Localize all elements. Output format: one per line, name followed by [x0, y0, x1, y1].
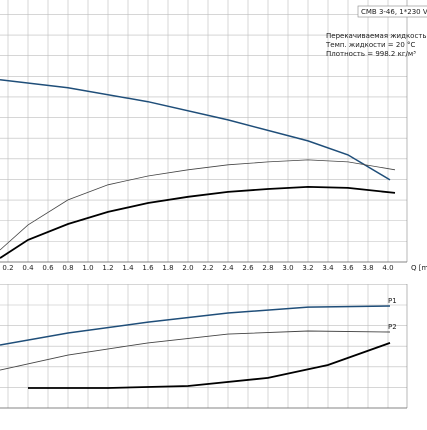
curve — [0, 79, 391, 181]
x-tick-label: 1.6 — [142, 264, 154, 272]
annotation: Плотность = 998.2 кг/м³ — [326, 50, 416, 58]
x-tick-label: 3.2 — [302, 264, 313, 272]
x-tick-label: 3.0 — [282, 264, 293, 272]
x-tick-label: 3.4 — [322, 264, 334, 272]
x-tick-label: 2.6 — [242, 264, 254, 272]
x-tick-label: 3.8 — [362, 264, 373, 272]
x-tick-label: 0.8 — [62, 264, 73, 272]
x-tick-label: 4.0 — [382, 264, 393, 272]
series-label: P1 — [388, 297, 397, 305]
annotation: Темп. жидкости = 20 °C — [325, 41, 416, 49]
x-tick-label: 0.6 — [42, 264, 54, 272]
x-tick-label: 1.0 — [82, 264, 93, 272]
x-tick-label: 2.4 — [222, 264, 234, 272]
annotation: Перекачиваемая жидкость = Вод — [326, 32, 427, 40]
x-tick-label: 0.2 — [2, 264, 13, 272]
curve — [0, 159, 396, 251]
series-label: P2 — [388, 323, 397, 331]
x-tick-label: 0.4 — [22, 264, 34, 272]
x-tick-label: 2.8 — [262, 264, 273, 272]
x-tick-label: 1.4 — [122, 264, 134, 272]
x-tick-label: 1.8 — [162, 264, 173, 272]
x-tick-label: 2.0 — [182, 264, 193, 272]
curve — [0, 305, 391, 346]
x-tick-label: 1.2 — [102, 264, 113, 272]
x-tick-label: 3.6 — [342, 264, 354, 272]
x-axis-label: Q [m³/h] — [411, 264, 427, 272]
title-box — [357, 5, 427, 18]
curve — [0, 185, 396, 259]
curve — [28, 342, 391, 389]
x-tick-label: 2.2 — [202, 264, 213, 272]
curve — [0, 330, 391, 371]
chart-title: CMB 3-46, 1*230 V, 50 — [361, 8, 427, 16]
